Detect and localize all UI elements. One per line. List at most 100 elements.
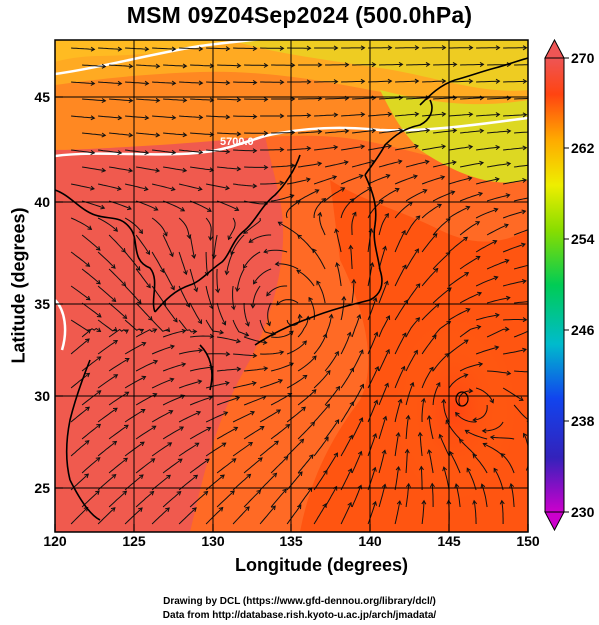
- streamline-arrowhead: [534, 96, 538, 100]
- streamline: [286, 314, 301, 326]
- streamline-arrowhead: [412, 174, 418, 180]
- streamline-arrowhead: [415, 215, 421, 221]
- streamline-arrowhead: [96, 423, 102, 429]
- streamline: [324, 486, 338, 508]
- streamline: [378, 349, 390, 372]
- streamline-arrowhead: [450, 190, 456, 196]
- streamline-arrowhead: [373, 331, 379, 337]
- streamline-arrowhead: [146, 283, 151, 289]
- streamline-arrowhead: [349, 367, 354, 373]
- streamline-arrowhead: [504, 223, 509, 229]
- streamline-arrowhead: [479, 61, 485, 68]
- streamline-arrowhead: [522, 45, 528, 51]
- streamline-arrowhead: [198, 80, 204, 86]
- streamline: [421, 303, 440, 321]
- x-tick-label: 135: [279, 533, 303, 549]
- streamline-arrowhead: [509, 482, 515, 488]
- streamline-arrowhead: [495, 312, 500, 318]
- streamline: [298, 162, 322, 168]
- streamline-arrowhead: [113, 227, 118, 232]
- streamline-arrowhead: [144, 150, 150, 156]
- streamline: [421, 367, 434, 389]
- streamline-arrowhead: [534, 130, 538, 134]
- streamline-arrowhead: [225, 351, 231, 357]
- streamline-arrowhead: [358, 417, 364, 423]
- streamline-arrowhead: [263, 130, 269, 136]
- streamline: [459, 221, 480, 236]
- streamline: [394, 264, 407, 287]
- streamline-arrowhead: [263, 164, 269, 170]
- streamline-arrowhead: [220, 474, 225, 479]
- streamline: [351, 279, 355, 304]
- streamline: [71, 183, 95, 190]
- streamline: [465, 429, 488, 440]
- streamline-arrowhead: [176, 490, 182, 496]
- x-tick-label: 125: [122, 533, 146, 549]
- streamline-arrowhead: [279, 147, 285, 153]
- streamline: [232, 382, 257, 389]
- streamline: [422, 80, 446, 83]
- streamline: [81, 327, 101, 338]
- contour-label: 5700.0: [220, 136, 254, 148]
- streamline-arrowhead: [468, 111, 474, 117]
- streamline: [367, 467, 376, 491]
- streamline-arrowhead: [422, 189, 428, 194]
- streamline-arrowhead: [534, 163, 538, 167]
- streamline-arrowhead: [441, 144, 447, 150]
- streamline-arrowhead: [95, 457, 101, 462]
- streamline-arrowhead: [343, 160, 349, 165]
- streamline-arrowhead: [127, 205, 132, 211]
- streamline-arrowhead: [357, 450, 363, 456]
- streamline-arrowhead: [427, 449, 432, 454]
- streamline-arrowhead: [139, 441, 145, 447]
- streamline: [190, 64, 214, 67]
- streamline: [217, 336, 241, 343]
- streamline: [125, 149, 149, 154]
- streamline-arrowhead: [170, 344, 175, 350]
- streamline-arrowhead: [234, 206, 240, 211]
- streamline: [432, 321, 451, 338]
- streamline: [502, 243, 526, 253]
- streamline-arrowhead: [442, 466, 448, 472]
- streamline: [124, 342, 146, 355]
- streamline-arrowhead: [518, 396, 524, 401]
- streamline-arrowhead: [235, 287, 240, 293]
- streamline-arrowhead: [480, 483, 486, 489]
- streamline: [443, 467, 450, 491]
- streamline-arrowhead: [325, 370, 331, 375]
- streamline-arrowhead: [90, 185, 95, 191]
- streamline: [162, 395, 185, 406]
- streamline: [351, 314, 361, 338]
- streamline-arrowhead: [405, 482, 411, 488]
- streamline-arrowhead: [333, 112, 339, 118]
- streamline: [243, 217, 261, 234]
- streamline: [486, 328, 509, 338]
- streamline: [278, 221, 299, 236]
- streamline-arrowhead: [227, 235, 233, 241]
- streamline-arrowhead: [348, 244, 354, 250]
- streamline-arrowhead: [135, 266, 141, 271]
- streamline: [109, 132, 133, 136]
- streamline-arrowhead: [262, 339, 268, 345]
- streamline: [124, 251, 141, 271]
- streamline: [205, 442, 226, 457]
- streamline-arrowhead: [198, 149, 204, 155]
- streamline: [378, 416, 387, 440]
- streamline-arrowhead: [335, 262, 340, 268]
- streamline: [125, 47, 149, 50]
- streamline: [109, 64, 133, 67]
- streamline-arrowhead: [308, 454, 314, 459]
- streamline: [217, 132, 241, 135]
- streamline: [368, 145, 392, 151]
- streamline: [448, 308, 470, 321]
- streamline: [216, 268, 219, 293]
- streamline-arrowhead: [223, 411, 229, 416]
- streamline: [97, 474, 117, 491]
- streamline-arrowhead: [85, 372, 91, 378]
- streamline-arrowhead: [429, 366, 434, 372]
- streamline: [319, 212, 326, 236]
- streamline-arrowhead: [112, 407, 118, 413]
- colorbar-tick-label: 262: [571, 140, 595, 156]
- streamline-arrowhead: [472, 453, 478, 459]
- streamline-arrowhead: [306, 146, 312, 151]
